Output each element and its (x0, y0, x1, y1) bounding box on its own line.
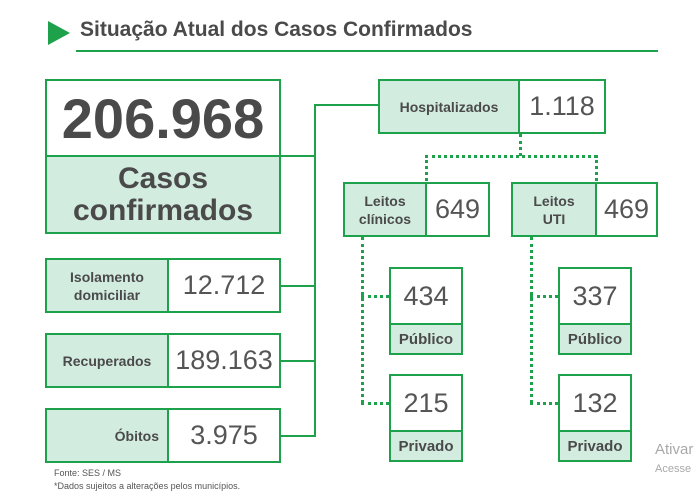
dotted-connector-clinicos-privado (361, 402, 389, 405)
dotted-connector-to-clinicos (425, 155, 428, 181)
total-cases-label: Casos confirmados (45, 155, 281, 234)
connector-to-recuperados (281, 360, 316, 362)
total-cases-value: 206.968 (45, 79, 281, 157)
hospitalizados-value: 1.118 (518, 79, 606, 134)
clinicos-privado-label: Privado (389, 430, 463, 462)
leitos-clinicos-label-line2: clínicos (358, 210, 412, 227)
connector-to-isolamento (281, 285, 316, 287)
uti-privado-number: 132 (572, 387, 618, 418)
uti-publico-label-text: Público (567, 330, 623, 348)
dotted-connector-clinicos-publico (361, 295, 389, 298)
connector-to-hospitalizados (314, 104, 380, 106)
page-title: Situação Atual dos Casos Confirmados (80, 18, 473, 41)
total-cases-number: 206.968 (61, 86, 265, 150)
clinicos-publico-number: 434 (403, 280, 449, 311)
uti-publico-number: 337 (572, 280, 618, 311)
clinicos-privado-number: 215 (403, 387, 449, 418)
obitos-value: 3.975 (167, 408, 281, 463)
total-cases-label-line2: confirmados (72, 193, 254, 227)
leitos-clinicos-value: 649 (425, 182, 490, 237)
dotted-connector-uti-publico (530, 295, 558, 298)
leitos-uti-label: Leitos UTI (511, 182, 597, 237)
hospitalizados-label-text: Hospitalizados (399, 98, 499, 115)
recuperados-value: 189.163 (167, 333, 281, 388)
uti-privado-label-text: Privado (567, 437, 623, 455)
leitos-uti-label-line2: UTI (542, 210, 566, 227)
connector-to-obitos (281, 435, 316, 437)
clinicos-privado-value: 215 (389, 374, 463, 432)
uti-publico-value: 337 (558, 267, 632, 325)
leitos-clinicos-label: Leitos clínicos (343, 182, 427, 237)
dotted-connector-uti-privado (530, 402, 558, 405)
header-arrow-icon (48, 21, 70, 45)
isolamento-label: Isolamento domiciliar (45, 258, 169, 313)
leitos-clinicos-number: 649 (434, 194, 481, 224)
isolamento-value: 12.712 (167, 258, 281, 313)
isolamento-label-line1: Isolamento (70, 268, 144, 285)
connector-vertical (314, 104, 316, 437)
activation-watermark-line2: Acesse (655, 463, 692, 475)
activation-watermark-line1: Ativar (655, 441, 694, 458)
hospitalizados-label: Hospitalizados (378, 79, 520, 134)
recuperados-label: Recuperados (45, 333, 169, 388)
uti-privado-label: Privado (558, 430, 632, 462)
clinicos-privado-label-text: Privado (398, 437, 454, 455)
dotted-connector-hosp-down (519, 134, 522, 156)
leitos-uti-label-line1: Leitos (533, 192, 575, 209)
footer-source: Fonte: SES / MS (54, 468, 122, 478)
uti-privado-value: 132 (558, 374, 632, 432)
uti-publico-label: Público (558, 323, 632, 355)
recuperados-label-text: Recuperados (62, 352, 152, 369)
obitos-label-text: Óbitos (114, 427, 159, 444)
header-underline (76, 50, 658, 52)
obitos-number: 3.975 (190, 420, 258, 450)
isolamento-number: 12.712 (182, 270, 266, 300)
dotted-connector-uti-vertical (530, 237, 533, 403)
hospitalizados-number: 1.118 (529, 91, 595, 121)
obitos-label: Óbitos (45, 408, 169, 463)
clinicos-publico-value: 434 (389, 267, 463, 325)
clinicos-publico-label: Público (389, 323, 463, 355)
leitos-uti-number: 469 (603, 194, 650, 224)
dotted-connector-to-uti (595, 155, 598, 181)
dotted-connector-clinicos-vertical (361, 237, 364, 403)
isolamento-label-line2: domiciliar (73, 286, 141, 303)
dotted-connector-hosp-horizontal (425, 155, 597, 158)
leitos-clinicos-label-line1: Leitos (364, 192, 406, 209)
clinicos-publico-label-text: Público (398, 330, 454, 348)
leitos-uti-value: 469 (595, 182, 658, 237)
recuperados-number: 189.163 (175, 345, 273, 375)
footer-note: *Dados sujeitos a alterações pelos munic… (54, 481, 241, 491)
connector-to-total (281, 155, 316, 157)
total-cases-label-line1: Casos (117, 161, 209, 195)
